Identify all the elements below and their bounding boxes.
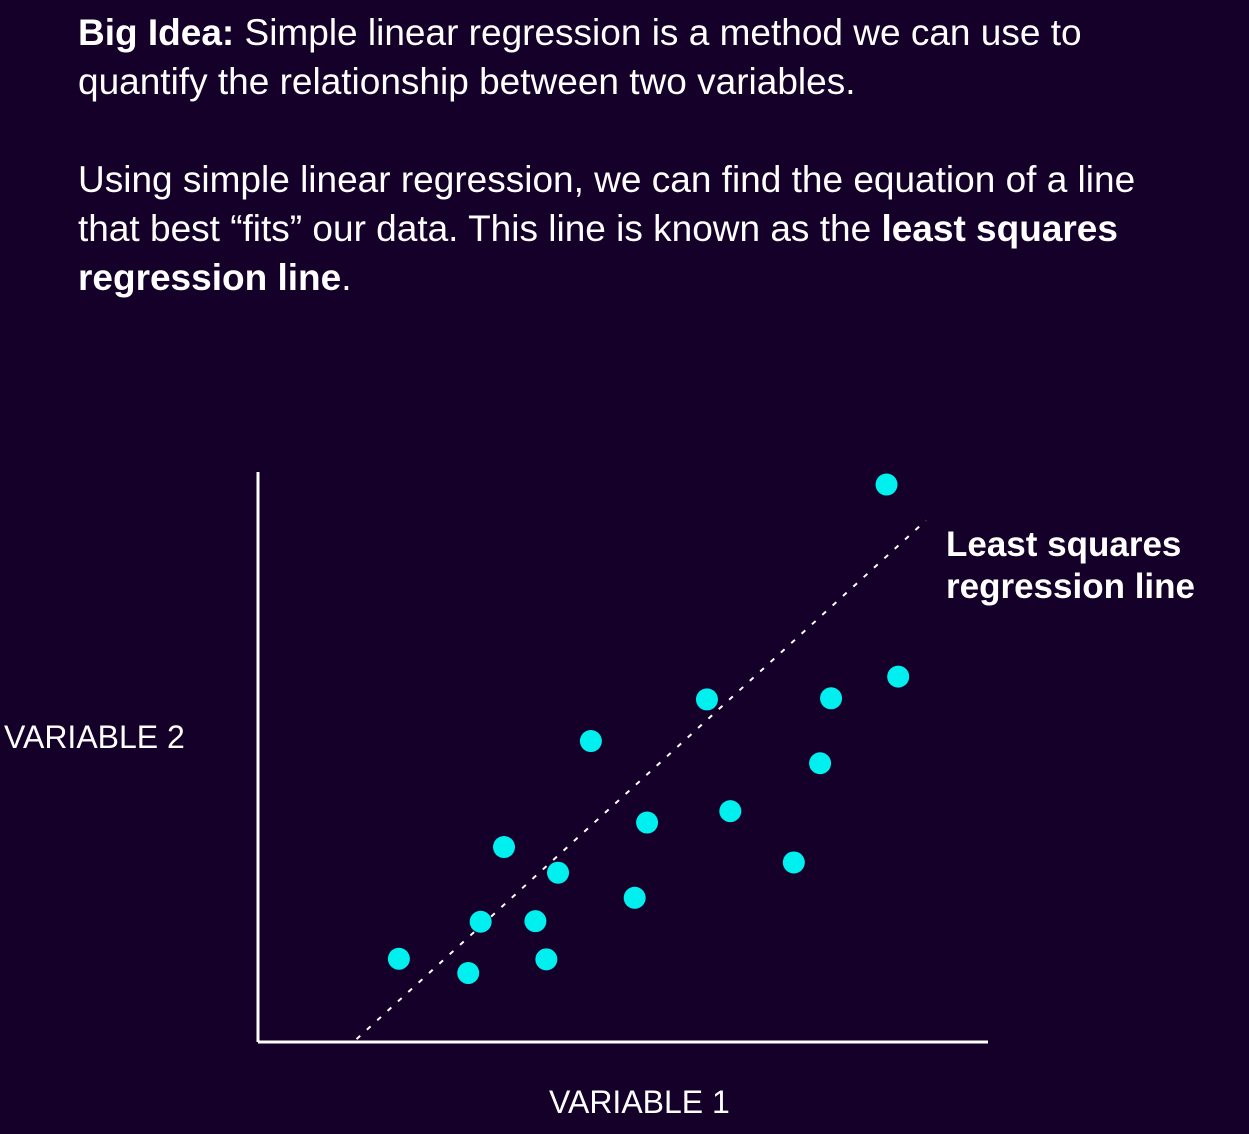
- x-axis-label: VARIABLE 1: [549, 1084, 730, 1120]
- big-idea-label: Big Idea:: [78, 12, 235, 53]
- intro-text: Big Idea: Simple linear regression is a …: [78, 8, 1138, 302]
- regression-paragraph-bold: least squares regression line: [78, 208, 1118, 298]
- data-point: [636, 811, 659, 834]
- data-point: [535, 948, 558, 971]
- regression-line: [355, 519, 927, 1040]
- data-point: [782, 851, 805, 874]
- data-point: [493, 836, 516, 859]
- data-point: [579, 730, 602, 753]
- data-point: [719, 800, 742, 823]
- regression-paragraph-text: Using simple linear regression, we can f…: [78, 159, 1136, 249]
- regression-line-annotation: Least squares regression line: [946, 525, 1195, 606]
- regression-paragraph: Using simple linear regression, we can f…: [78, 155, 1138, 302]
- data-point: [820, 687, 843, 710]
- y-axis-label: VARIABLE 2: [4, 719, 185, 755]
- big-idea-text: Simple linear regression is a method we …: [78, 12, 1082, 102]
- big-idea-paragraph: Big Idea: Simple linear regression is a …: [78, 8, 1138, 106]
- data-point: [809, 752, 832, 775]
- data-point: [457, 962, 480, 985]
- data-points: [387, 473, 910, 985]
- data-point: [887, 665, 910, 688]
- data-point: [547, 861, 570, 884]
- data-point: [875, 473, 898, 496]
- data-point: [524, 910, 547, 933]
- data-point: [695, 688, 718, 711]
- regression-paragraph-end: .: [341, 257, 352, 298]
- data-point: [387, 947, 410, 970]
- data-point: [623, 886, 646, 909]
- data-point: [469, 910, 492, 933]
